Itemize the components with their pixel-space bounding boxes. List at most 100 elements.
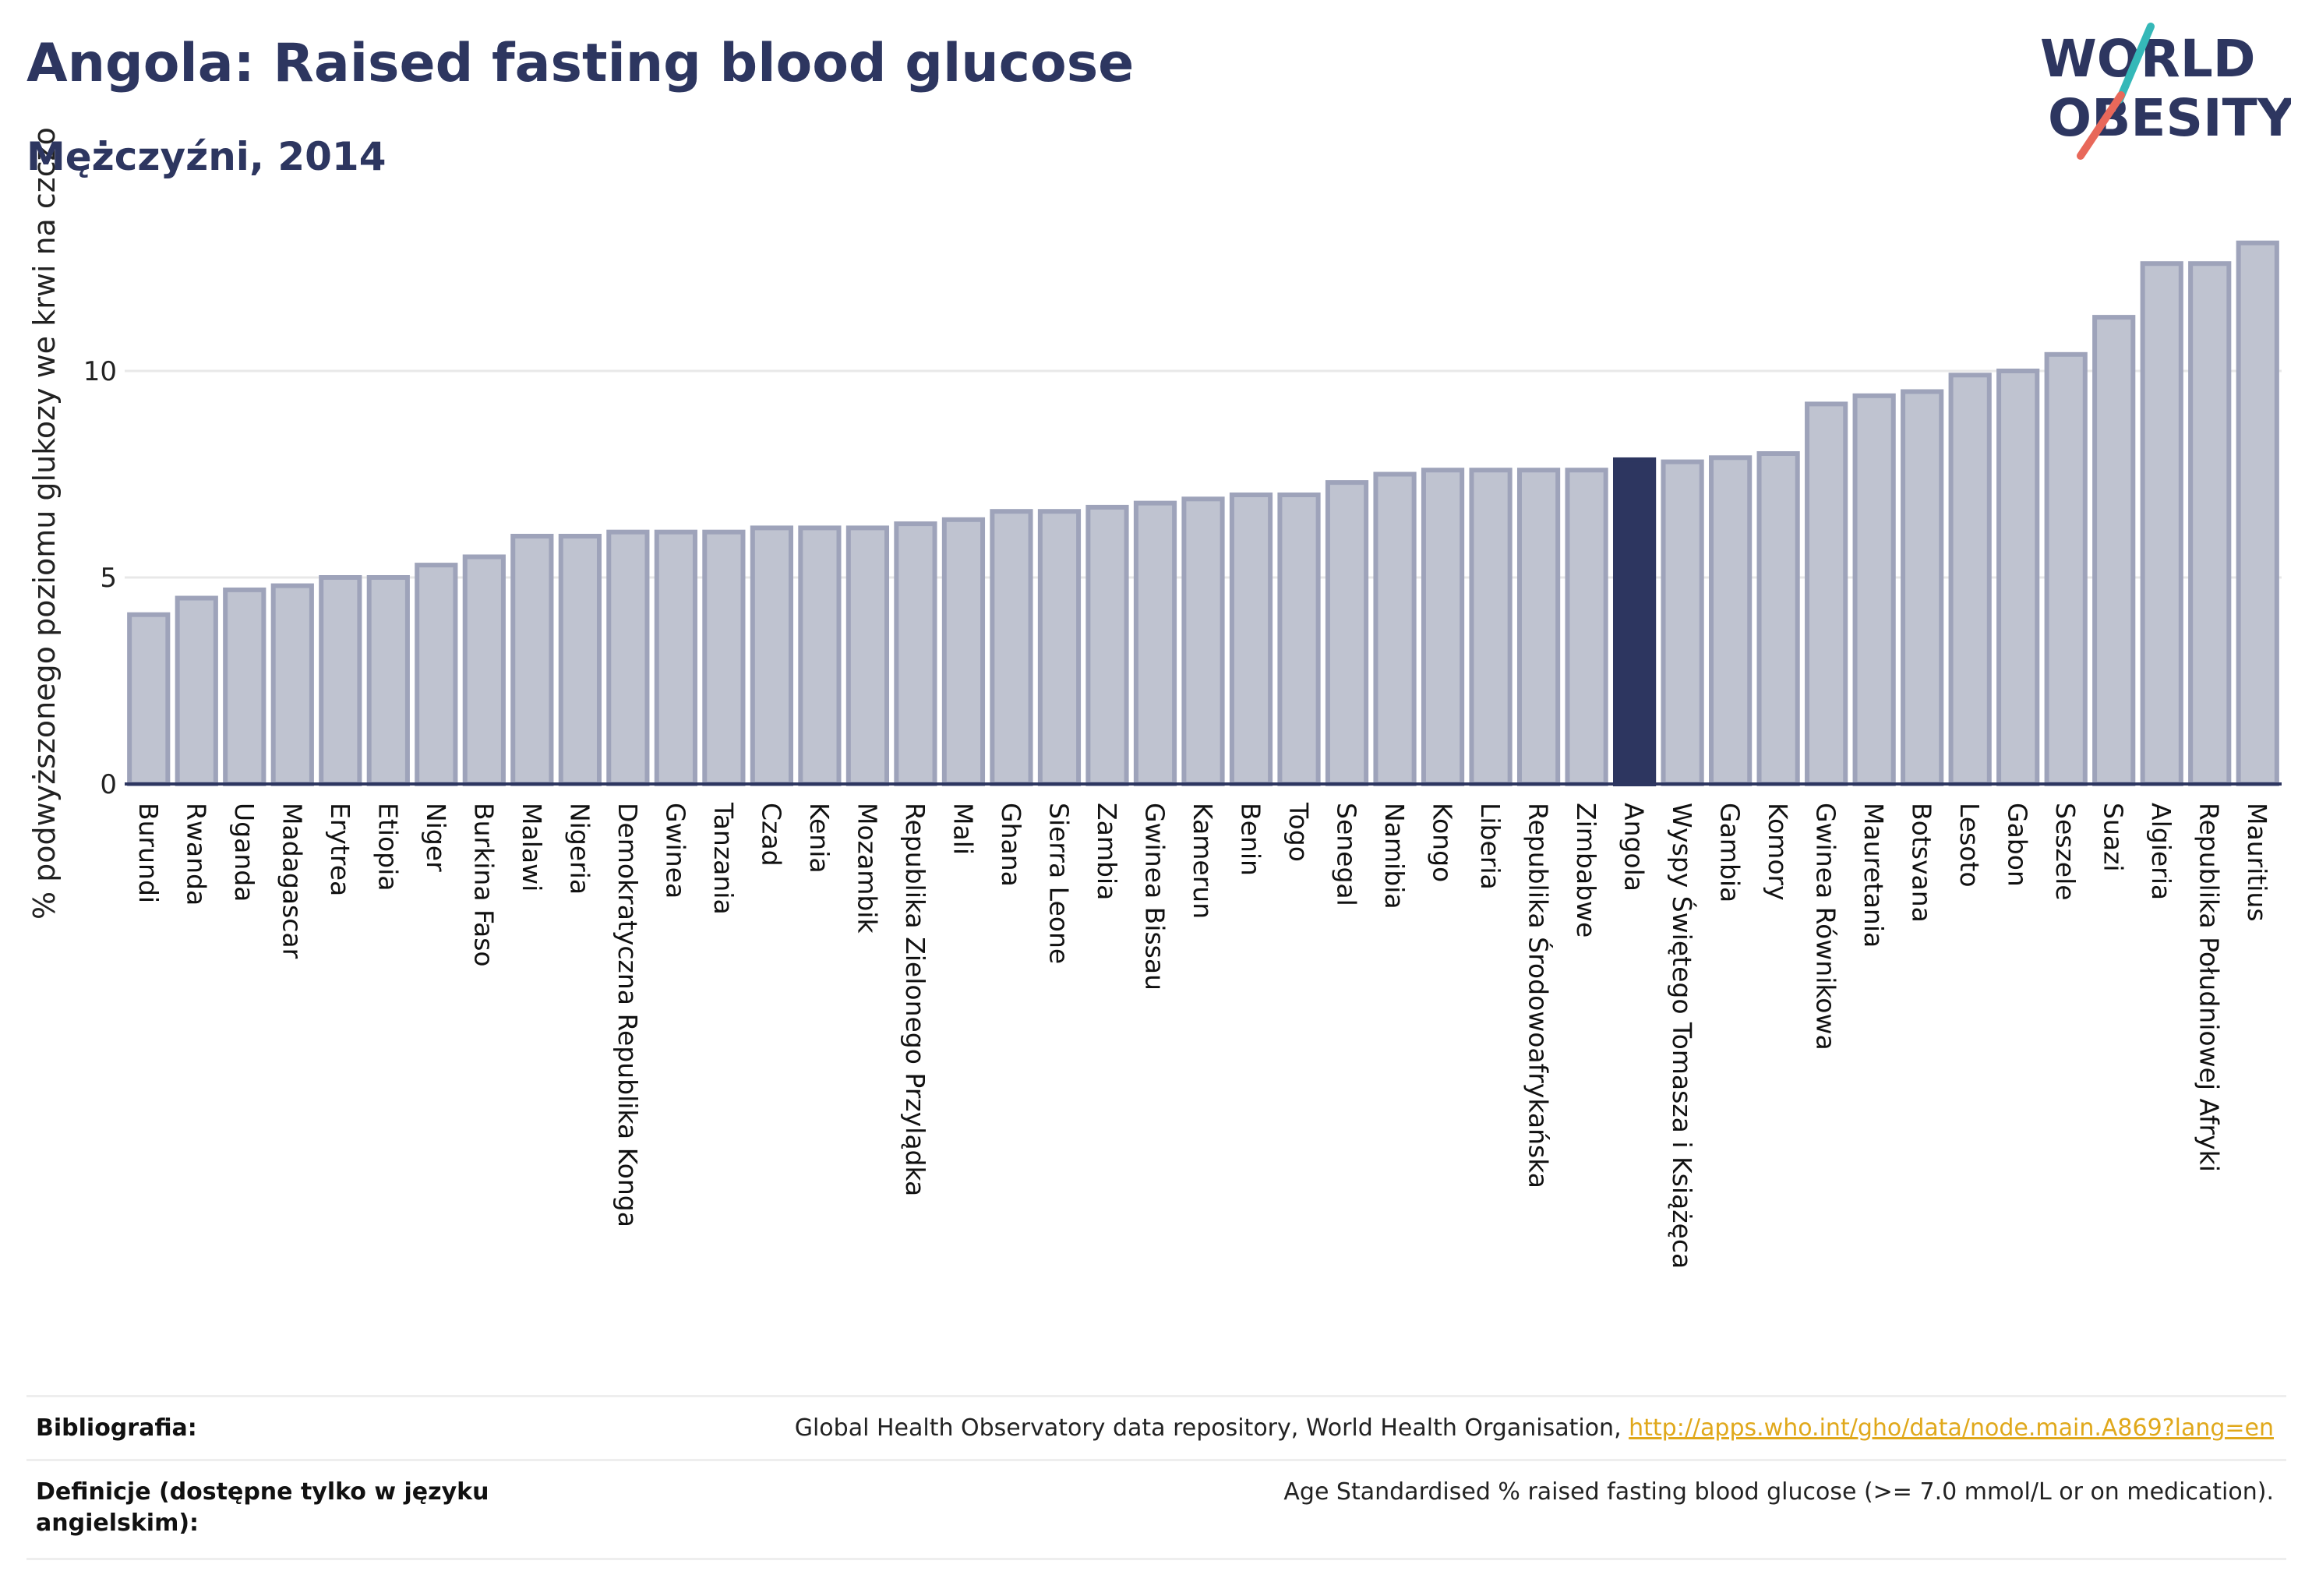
logo-slash-red <box>2077 91 2125 160</box>
x-tick-label: Niger <box>421 803 451 872</box>
page-title: Angola: Raised fasting blood glucose <box>26 33 1135 94</box>
bar[interactable] <box>1469 468 1513 786</box>
bar[interactable] <box>1085 504 1129 787</box>
bar[interactable] <box>941 517 986 786</box>
y-tick-labels: 0 5 10 <box>83 356 117 800</box>
x-tick-label: Gwinea Bissau <box>1139 803 1170 990</box>
bar[interactable] <box>558 534 602 786</box>
x-tick-label: Republika Środowoafrykańska <box>1523 803 1555 1188</box>
x-tick-label: Zimbabwe <box>1571 803 1601 937</box>
bar[interactable] <box>2236 240 2279 786</box>
bar[interactable] <box>366 575 410 786</box>
x-tick-label: Etiopia <box>372 803 403 892</box>
y-axis-label: % podwyższonego poziomu glukozy we krwi … <box>27 127 62 920</box>
bar[interactable] <box>2140 261 2183 786</box>
bar[interactable] <box>1565 468 1608 786</box>
x-tick-label: Burkina Faso <box>468 803 499 967</box>
bar-highlighted[interactable] <box>1612 457 1657 786</box>
bar[interactable] <box>1901 389 1944 786</box>
x-tick-label: Zambia <box>1092 803 1122 900</box>
definitions-row: Definicje (dostępne tylko w języku angie… <box>26 1459 2286 1560</box>
x-tick-label: Botsvana <box>1907 803 1937 923</box>
x-tick-label: Gabon <box>2003 803 2033 887</box>
logo-slash-teal <box>2116 23 2155 104</box>
bar[interactable] <box>510 534 554 786</box>
bar[interactable] <box>127 612 171 787</box>
bar[interactable] <box>1709 455 1753 786</box>
bar[interactable] <box>1996 369 2040 786</box>
x-tick-label: Togo <box>1283 802 1314 862</box>
bar[interactable] <box>2044 351 2088 786</box>
x-tick-label: Rwanda <box>181 803 211 906</box>
x-tick-label: Czad <box>756 803 786 867</box>
bar[interactable] <box>1948 373 1992 786</box>
x-tick-label: Tanzania <box>708 802 739 915</box>
x-tick-label: Gwinea Równikowa <box>1811 803 1841 1050</box>
bar[interactable] <box>1133 500 1177 786</box>
x-tick-label: Malawi <box>517 803 547 892</box>
bar[interactable] <box>702 529 746 786</box>
x-tick-label: Mozambik <box>852 803 882 934</box>
y-tick-label: 0 <box>100 769 117 800</box>
bar[interactable] <box>1805 401 1848 787</box>
logo-word-obesity: OBESITY <box>2048 88 2291 148</box>
x-tick-label: Burundi <box>133 803 164 903</box>
bar[interactable] <box>750 525 794 787</box>
y-tick-label: 5 <box>100 563 117 594</box>
bar[interactable] <box>2092 315 2136 787</box>
x-tick-label: Gwinea <box>660 803 690 899</box>
bar[interactable] <box>1277 493 1321 786</box>
x-tick-label: Republika Południowej Afryki <box>2194 803 2225 1172</box>
bar[interactable] <box>175 595 218 786</box>
x-tick-label: Angola <box>1619 803 1650 892</box>
x-tick-label: Mali <box>948 803 978 855</box>
y-tick-label: 10 <box>83 356 117 387</box>
bibliography-value: Global Health Observatory data repositor… <box>795 1413 2274 1444</box>
bar[interactable] <box>1421 468 1465 786</box>
bar[interactable] <box>1037 509 1082 786</box>
bar[interactable] <box>1661 459 1704 786</box>
bar[interactable] <box>654 529 697 786</box>
bar[interactable] <box>270 583 314 786</box>
bar[interactable] <box>798 525 842 787</box>
x-tick-label: Republika Zielonego Przylądka <box>900 803 930 1196</box>
bar[interactable] <box>223 587 267 787</box>
x-tick-label: Algieria <box>2146 803 2176 900</box>
x-tick-label: Gambia <box>1715 803 1746 902</box>
definitions-label: Definicje (dostępne tylko w języku angie… <box>36 1478 489 1537</box>
bar[interactable] <box>1852 393 1896 786</box>
bar[interactable] <box>894 521 937 786</box>
x-tick-label: Erytrea <box>325 803 355 896</box>
bibliography-link[interactable]: http://apps.who.int/gho/data/node.main.A… <box>1629 1414 2274 1442</box>
bar[interactable] <box>1325 480 1369 786</box>
bar[interactable] <box>990 509 1033 786</box>
bar[interactable] <box>1756 451 1800 786</box>
definitions-value: Age Standardised % raised fasting blood … <box>1283 1478 2274 1506</box>
bibliography-label: Bibliografia: <box>36 1414 197 1442</box>
page-subtitle: Mężczyźni, 2014 <box>26 134 387 179</box>
bar[interactable] <box>1229 493 1273 786</box>
bar[interactable] <box>415 563 458 786</box>
x-tick-label: Mauretania <box>1858 803 1889 948</box>
bar[interactable] <box>845 525 890 787</box>
bar[interactable] <box>1181 496 1225 786</box>
x-tick-label: Senegal <box>1332 803 1362 906</box>
bar[interactable] <box>606 529 650 786</box>
x-tick-label: Kenia <box>804 803 835 874</box>
world-obesity-logo: WORLD OBESITY <box>2040 23 2291 160</box>
x-tick-label: Kongo <box>1428 803 1458 882</box>
bibliography-text: Global Health Observatory data repositor… <box>794 1414 1629 1442</box>
x-tick-label: Madagascar <box>277 803 307 959</box>
bar[interactable] <box>2188 261 2232 786</box>
bar[interactable] <box>319 575 362 786</box>
x-tick-label: Ghana <box>996 803 1026 887</box>
x-tick-label: Demokratyczna Republika Konga <box>612 803 643 1227</box>
x-tick-label: Kamerun <box>1188 803 1218 919</box>
bar[interactable] <box>1373 471 1417 786</box>
x-tick-label: Seszele <box>2050 803 2081 901</box>
x-tick-label: Lesoto <box>1954 803 1985 888</box>
x-tick-label: Nigeria <box>564 803 595 895</box>
bar[interactable] <box>1516 468 1561 786</box>
x-tick-label: Uganda <box>229 803 259 902</box>
bar[interactable] <box>462 554 506 786</box>
